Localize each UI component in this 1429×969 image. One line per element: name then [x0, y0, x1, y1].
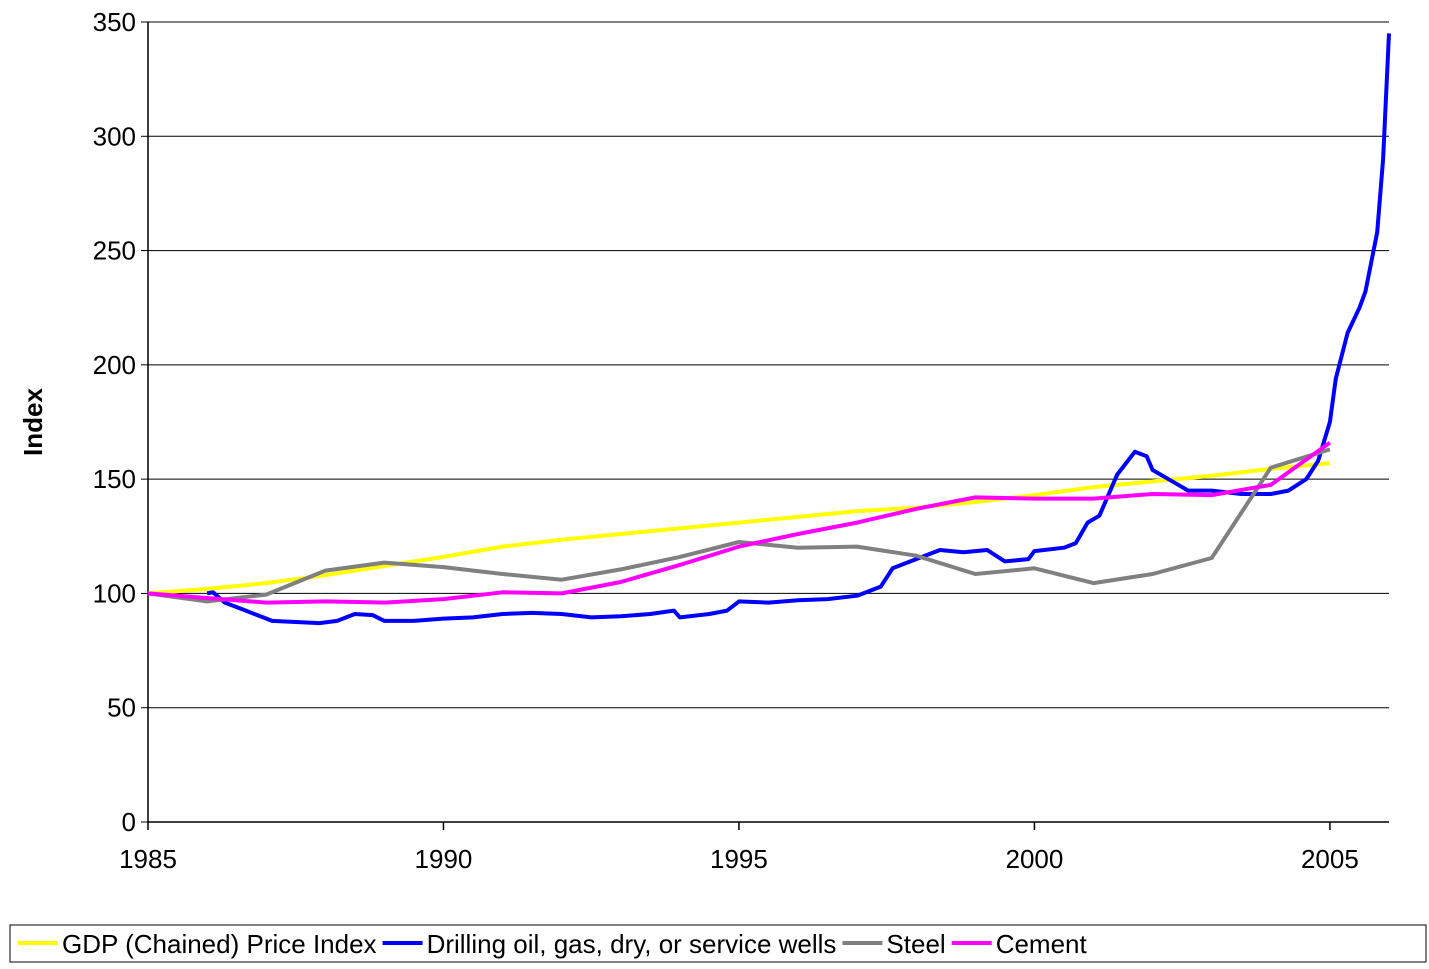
- legend-label: Cement: [996, 929, 1088, 959]
- series-line: [206, 33, 1391, 626]
- y-tick-label: 50: [107, 693, 136, 723]
- y-tick-label: 300: [93, 121, 136, 151]
- y-tick-label: 350: [93, 7, 136, 37]
- y-axis-label: Index: [18, 388, 48, 456]
- legend-label: Steel: [886, 929, 945, 959]
- y-tick-label: 100: [93, 578, 136, 608]
- series-line: [147, 447, 1331, 604]
- legend-box: [9, 924, 1427, 963]
- x-tick-label: 1995: [710, 844, 768, 874]
- x-tick-label: 2005: [1301, 844, 1359, 874]
- legend-label: GDP (Chained) Price Index: [62, 929, 377, 959]
- y-tick-label: 250: [93, 236, 136, 266]
- x-tick-label: 1990: [415, 844, 473, 874]
- y-tick-label: 0: [122, 807, 136, 837]
- y-tick-label: 150: [93, 464, 136, 494]
- legend-label: Drilling oil, gas, dry, or service wells: [427, 929, 837, 959]
- series-line: [147, 461, 1331, 596]
- series-line: [147, 440, 1332, 605]
- y-tick-label: 200: [93, 350, 136, 380]
- x-tick-label: 2000: [1006, 844, 1064, 874]
- x-tick-label: 1985: [119, 844, 177, 874]
